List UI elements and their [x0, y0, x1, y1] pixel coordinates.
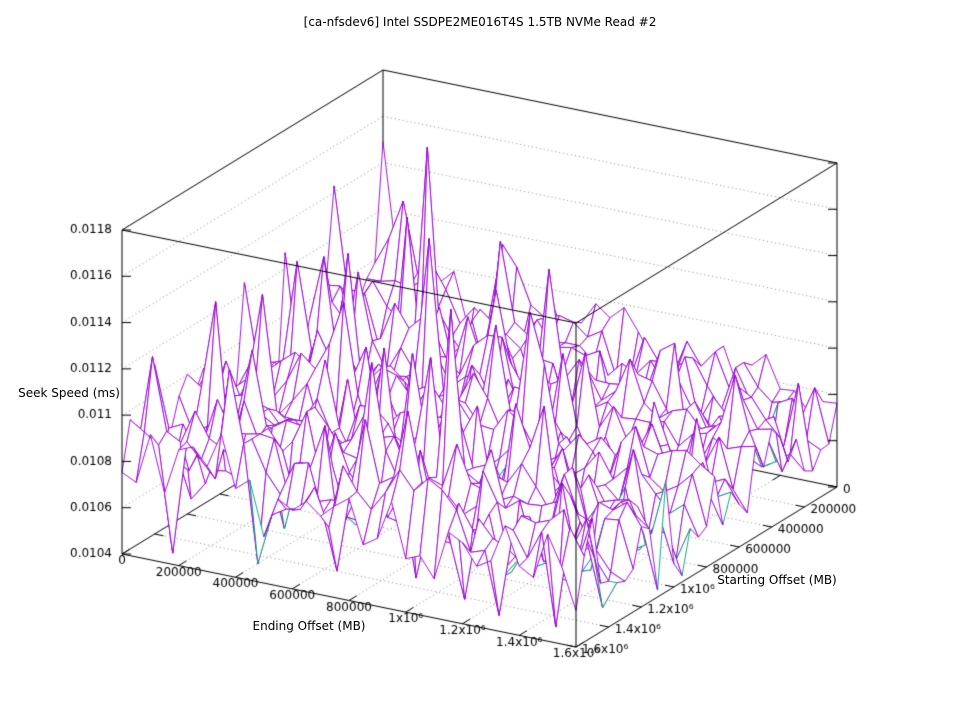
seek-speed-3d-chart: [ca-nfsdev6] Intel SSDPE2ME016T4S 1.5TB …: [0, 0, 960, 720]
surface-plot-canvas: [0, 0, 960, 720]
